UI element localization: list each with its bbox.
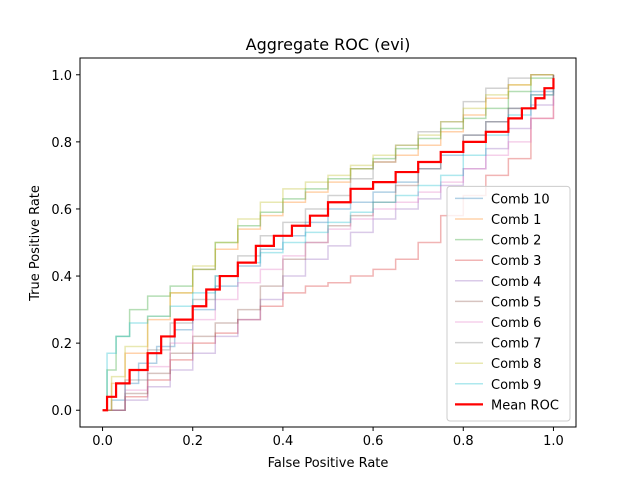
series-line-comb-1 bbox=[102, 74, 554, 411]
legend-label: Comb 9 bbox=[491, 378, 541, 393]
x-tick-label: 1.0 bbox=[543, 434, 564, 449]
legend-label: Comb 3 bbox=[491, 254, 541, 269]
y-tick-label: 0.4 bbox=[51, 270, 72, 285]
x-tick-label: 0.6 bbox=[363, 434, 384, 449]
series-line-mean-roc bbox=[102, 78, 555, 412]
x-axis-ticks: 0.0 0.2 0.4 0.6 0.8 1.0 bbox=[92, 427, 564, 449]
series-line-comb-10 bbox=[102, 74, 555, 411]
y-tick-label: 1.0 bbox=[51, 69, 72, 84]
y-axis-label: True Positive Rate bbox=[28, 185, 43, 302]
y-tick-label: 0.6 bbox=[51, 203, 72, 218]
series-line-comb-5 bbox=[102, 74, 555, 411]
series-line-comb-6 bbox=[102, 98, 555, 411]
plot-frame bbox=[79, 57, 577, 428]
series-line-comb-2 bbox=[102, 74, 555, 411]
legend-label: Mean ROC bbox=[491, 398, 559, 413]
y-tick-label: 0.2 bbox=[51, 337, 72, 352]
series-line-comb-9 bbox=[102, 78, 555, 411]
legend-label: Comb 1 bbox=[491, 213, 541, 228]
y-tick-label: 0.0 bbox=[51, 404, 72, 419]
series-line-comb-8 bbox=[102, 74, 554, 411]
legend-label: Comb 8 bbox=[491, 357, 541, 372]
legend-label: Comb 10 bbox=[491, 192, 550, 207]
x-tick-label: 0.4 bbox=[273, 434, 294, 449]
x-tick-label: 0.0 bbox=[92, 434, 113, 449]
plot-series bbox=[102, 74, 555, 412]
chart-title: Aggregate ROC (evi) bbox=[246, 35, 411, 54]
legend-label: Comb 2 bbox=[491, 234, 541, 249]
legend-label: Comb 5 bbox=[491, 295, 541, 310]
x-tick-label: 0.2 bbox=[182, 434, 203, 449]
legend-box bbox=[446, 185, 571, 422]
x-tick-label: 0.8 bbox=[453, 434, 474, 449]
x-axis-label: False Positive Rate bbox=[268, 456, 389, 471]
series-line-comb-4 bbox=[102, 91, 555, 411]
legend-label: Comb 4 bbox=[491, 275, 541, 290]
legend: Comb 10 Comb 1 Comb 2 Comb 3 Comb 4 Comb 5 Com… bbox=[446, 185, 571, 422]
legend-label: Comb 6 bbox=[491, 316, 541, 331]
legend-label: Comb 7 bbox=[491, 337, 541, 352]
y-axis-ticks: 0.0 0.2 0.4 0.6 0.8 1.0 bbox=[51, 69, 80, 419]
y-tick-label: 0.8 bbox=[51, 136, 72, 151]
